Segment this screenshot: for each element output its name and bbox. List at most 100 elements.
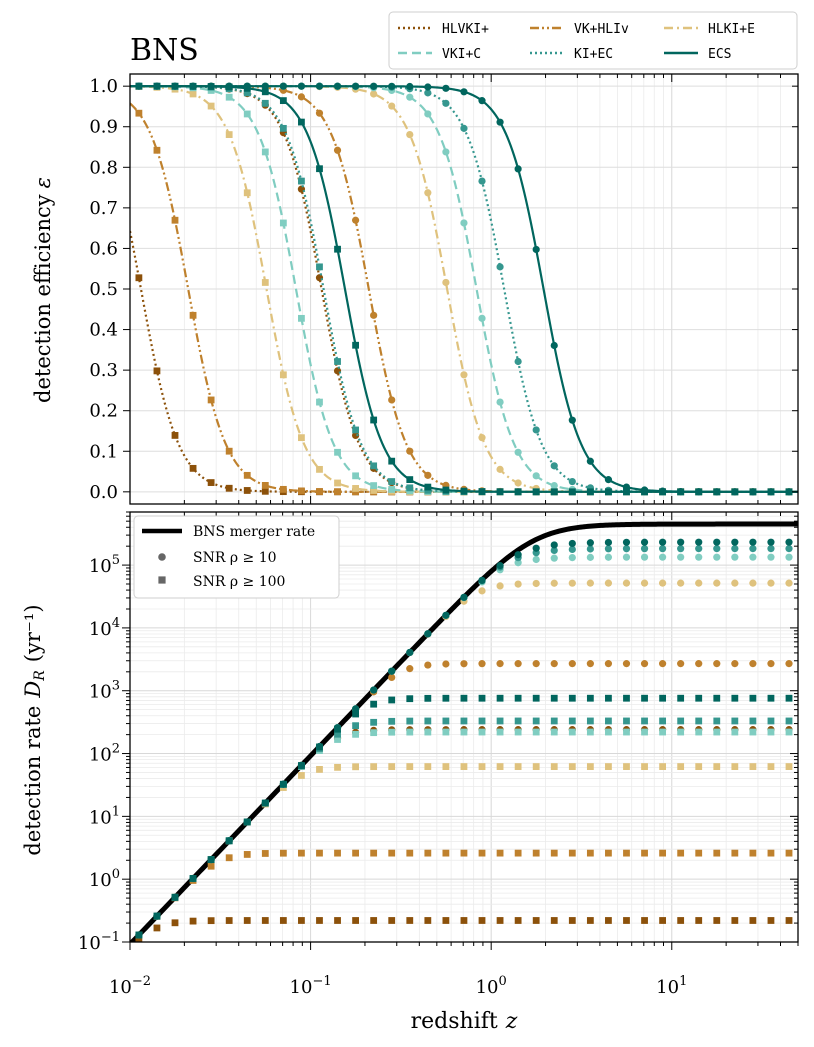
- rate-point-snr100: [424, 694, 432, 702]
- rate-point-snr10: [731, 545, 739, 553]
- efficiency-point-snr100: [370, 487, 378, 494]
- rate-point-snr100: [225, 917, 233, 924]
- rate-point-snr100: [388, 917, 396, 924]
- rate-point-snr100: [496, 763, 504, 770]
- efficiency-point-snr100: [279, 371, 287, 379]
- efficiency-point-snr10: [532, 426, 540, 434]
- efficiency-point-snr100: [568, 488, 576, 496]
- rate-point-snr100: [731, 694, 739, 702]
- efficiency-point-snr100: [731, 488, 739, 496]
- efficiency-point-snr100: [641, 488, 648, 496]
- efficiency-point-snr10: [514, 479, 522, 487]
- efficiency-point-snr100: [261, 482, 269, 489]
- rate-point-snr100: [478, 728, 486, 736]
- efficiency-point-snr10: [442, 84, 450, 92]
- rate-point-snr100: [623, 849, 630, 857]
- rate-point-snr100: [677, 763, 685, 770]
- rate-point-snr100: [568, 917, 576, 924]
- rate-point-snr10: [622, 579, 631, 587]
- rate-point-snr10: [749, 538, 757, 546]
- efficiency-point-snr100: [316, 398, 323, 406]
- efficiency-point-snr100: [785, 488, 793, 496]
- efficiency-point-snr100: [334, 245, 341, 253]
- efficiency-point-snr100: [189, 82, 197, 90]
- efficiency-point-snr10: [514, 165, 522, 173]
- rate-point-snr100: [550, 694, 558, 702]
- rate-panel: [130, 521, 798, 942]
- efficiency-point-snr100: [207, 102, 215, 110]
- rate-point-snr10: [695, 553, 703, 561]
- legend-label-kiplusec: KI+EC: [574, 47, 613, 62]
- efficiency-point-snr100: [171, 432, 179, 439]
- rate-point-snr100: [496, 717, 504, 725]
- efficiency-point-snr100: [388, 486, 396, 493]
- rate-point-snr10: [677, 545, 685, 553]
- rate-point-snr10: [713, 538, 721, 546]
- bottom-y-tick-label: 102: [89, 742, 120, 766]
- efficiency-point-snr100: [298, 118, 305, 126]
- rate-point-snr100: [352, 710, 359, 718]
- rate-point-snr100: [243, 917, 251, 924]
- rate-point-snr100: [623, 728, 630, 736]
- rate-point-snr10: [767, 553, 775, 561]
- rate-point-snr100: [731, 849, 739, 857]
- rate-point-snr10: [731, 579, 739, 587]
- efficiency-point-snr100: [659, 488, 667, 496]
- efficiency-point-snr10: [478, 434, 486, 442]
- rate-point-snr100: [370, 729, 378, 737]
- efficiency-point-snr100: [189, 311, 197, 319]
- efficiency-panel: [130, 82, 798, 496]
- rate-point-snr10: [568, 660, 576, 668]
- rate-point-snr100: [424, 849, 432, 857]
- efficiency-point-snr10: [442, 148, 450, 156]
- efficiency-point-snr10: [351, 82, 360, 90]
- efficiency-point-snr100: [334, 479, 341, 487]
- rate-point-snr100: [641, 694, 648, 702]
- rate-point-snr100: [641, 717, 648, 725]
- x-tick-label: 10−1: [290, 974, 332, 998]
- efficiency-point-snr100: [298, 434, 305, 442]
- efficiency-point-snr100: [279, 219, 287, 227]
- rate-point-snr100: [659, 763, 667, 770]
- rate-point-snr100: [532, 728, 540, 736]
- rate-point-snr100: [370, 917, 378, 924]
- rate-point-snr100: [334, 730, 341, 738]
- rate-point-snr100: [261, 917, 269, 924]
- rate-point-snr100: [424, 717, 432, 725]
- rate-point-snr10: [659, 545, 667, 553]
- efficiency-point-snr100: [243, 471, 251, 479]
- efficiency-point-snr100: [171, 82, 179, 90]
- rate-point-snr100: [388, 849, 396, 857]
- efficiency-point-snr10: [550, 341, 558, 350]
- efficiency-point-snr100: [352, 485, 359, 492]
- bottom-axes-frame: [129, 511, 799, 943]
- rate-point-snr100: [478, 717, 486, 725]
- efficiency-point-snr10: [478, 97, 486, 105]
- rate-point-snr100: [586, 917, 594, 924]
- rate-point-snr10: [767, 579, 775, 587]
- x-tick-label: 101: [656, 974, 687, 998]
- rate-point-snr100: [406, 728, 414, 736]
- rate-point-snr100: [532, 717, 540, 725]
- rate-point-snr100: [568, 763, 576, 770]
- efficiency-point-snr100: [514, 488, 522, 496]
- rate-point-snr100: [767, 694, 775, 702]
- efficiency-point-snr10: [351, 216, 360, 224]
- marker-legend-box: [133, 515, 340, 599]
- rate-point-snr10: [604, 545, 613, 553]
- efficiency-point-snr100: [388, 478, 396, 485]
- rate-point-snr10: [731, 553, 739, 561]
- efficiency-point-snr10: [370, 82, 378, 90]
- efficiency-point-snr100: [695, 488, 703, 496]
- rate-point-snr10: [713, 660, 721, 668]
- legend-label-vkiplusc: VKI+C: [442, 47, 481, 62]
- efficiency-point-snr10: [406, 130, 414, 139]
- efficiency-point-snr10: [424, 189, 432, 197]
- efficiency-point-snr100: [406, 476, 414, 483]
- rate-point-snr100: [695, 763, 703, 770]
- rate-point-snr100: [677, 694, 685, 702]
- rate-point-snr100: [135, 931, 143, 939]
- rate-point-snr10: [622, 660, 631, 668]
- rate-point-snr10: [785, 553, 793, 561]
- chart-title: BNS: [130, 33, 199, 68]
